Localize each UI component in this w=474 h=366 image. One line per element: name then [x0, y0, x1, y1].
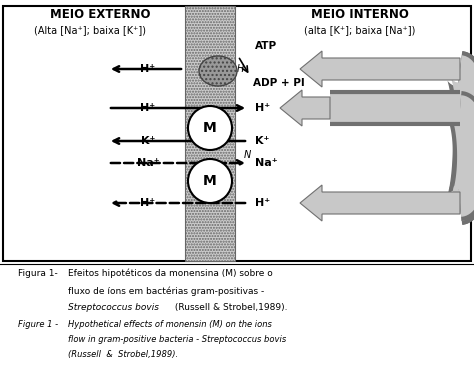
Text: Figura 1-: Figura 1- [18, 269, 58, 278]
Text: H: H [237, 64, 245, 74]
Text: (Alta [Na⁺]; baixa [K⁺]): (Alta [Na⁺]; baixa [K⁺]) [34, 25, 146, 35]
Text: Na⁺: Na⁺ [255, 158, 278, 168]
Text: K⁺: K⁺ [141, 136, 155, 146]
Text: H⁺: H⁺ [140, 198, 155, 208]
Text: ATP: ATP [255, 41, 277, 51]
Text: H⁺: H⁺ [255, 103, 270, 113]
Text: (alta [K⁺]; baixa [Na⁺]): (alta [K⁺]; baixa [Na⁺]) [304, 25, 416, 35]
Circle shape [188, 106, 232, 150]
Text: H⁺: H⁺ [255, 198, 270, 208]
Text: H⁺: H⁺ [140, 103, 155, 113]
Text: MEIO EXTERNO: MEIO EXTERNO [50, 7, 150, 20]
Text: MEIO INTERNO: MEIO INTERNO [311, 7, 409, 20]
Text: M: M [203, 121, 217, 135]
Text: (Russell & Strobel,1989).: (Russell & Strobel,1989). [172, 303, 288, 312]
Text: (Russell  &  Strobel,1989).: (Russell & Strobel,1989). [68, 350, 178, 359]
Text: Hypothetical effects of monensin (M) on the ions: Hypothetical effects of monensin (M) on … [68, 320, 272, 329]
Bar [3, 6, 471, 261]
Text: Na⁺: Na⁺ [137, 158, 159, 168]
FancyArrow shape [280, 90, 330, 126]
Text: ADP + PI: ADP + PI [253, 78, 305, 88]
Text: H⁺: H⁺ [140, 64, 155, 74]
Text: K⁺: K⁺ [255, 136, 269, 146]
Text: flow in gram-positive bacteria - Streptococcus bovis: flow in gram-positive bacteria - Strepto… [68, 335, 286, 344]
Circle shape [188, 159, 232, 203]
Text: fluxo de íons em bactérias gram-positivas -: fluxo de íons em bactérias gram-positiva… [68, 286, 264, 295]
FancyArrow shape [300, 51, 460, 87]
Bar [185, 6, 235, 261]
Text: Streptococcus bovis: Streptococcus bovis [68, 303, 159, 312]
Ellipse shape [199, 56, 237, 86]
Text: N: N [243, 150, 251, 160]
Text: M: M [203, 174, 217, 188]
Text: Efeitos hipotéticos da monensina (M) sobre o: Efeitos hipotéticos da monensina (M) sob… [68, 269, 273, 279]
Text: Figure 1 -: Figure 1 - [18, 320, 58, 329]
FancyArrow shape [300, 185, 460, 221]
